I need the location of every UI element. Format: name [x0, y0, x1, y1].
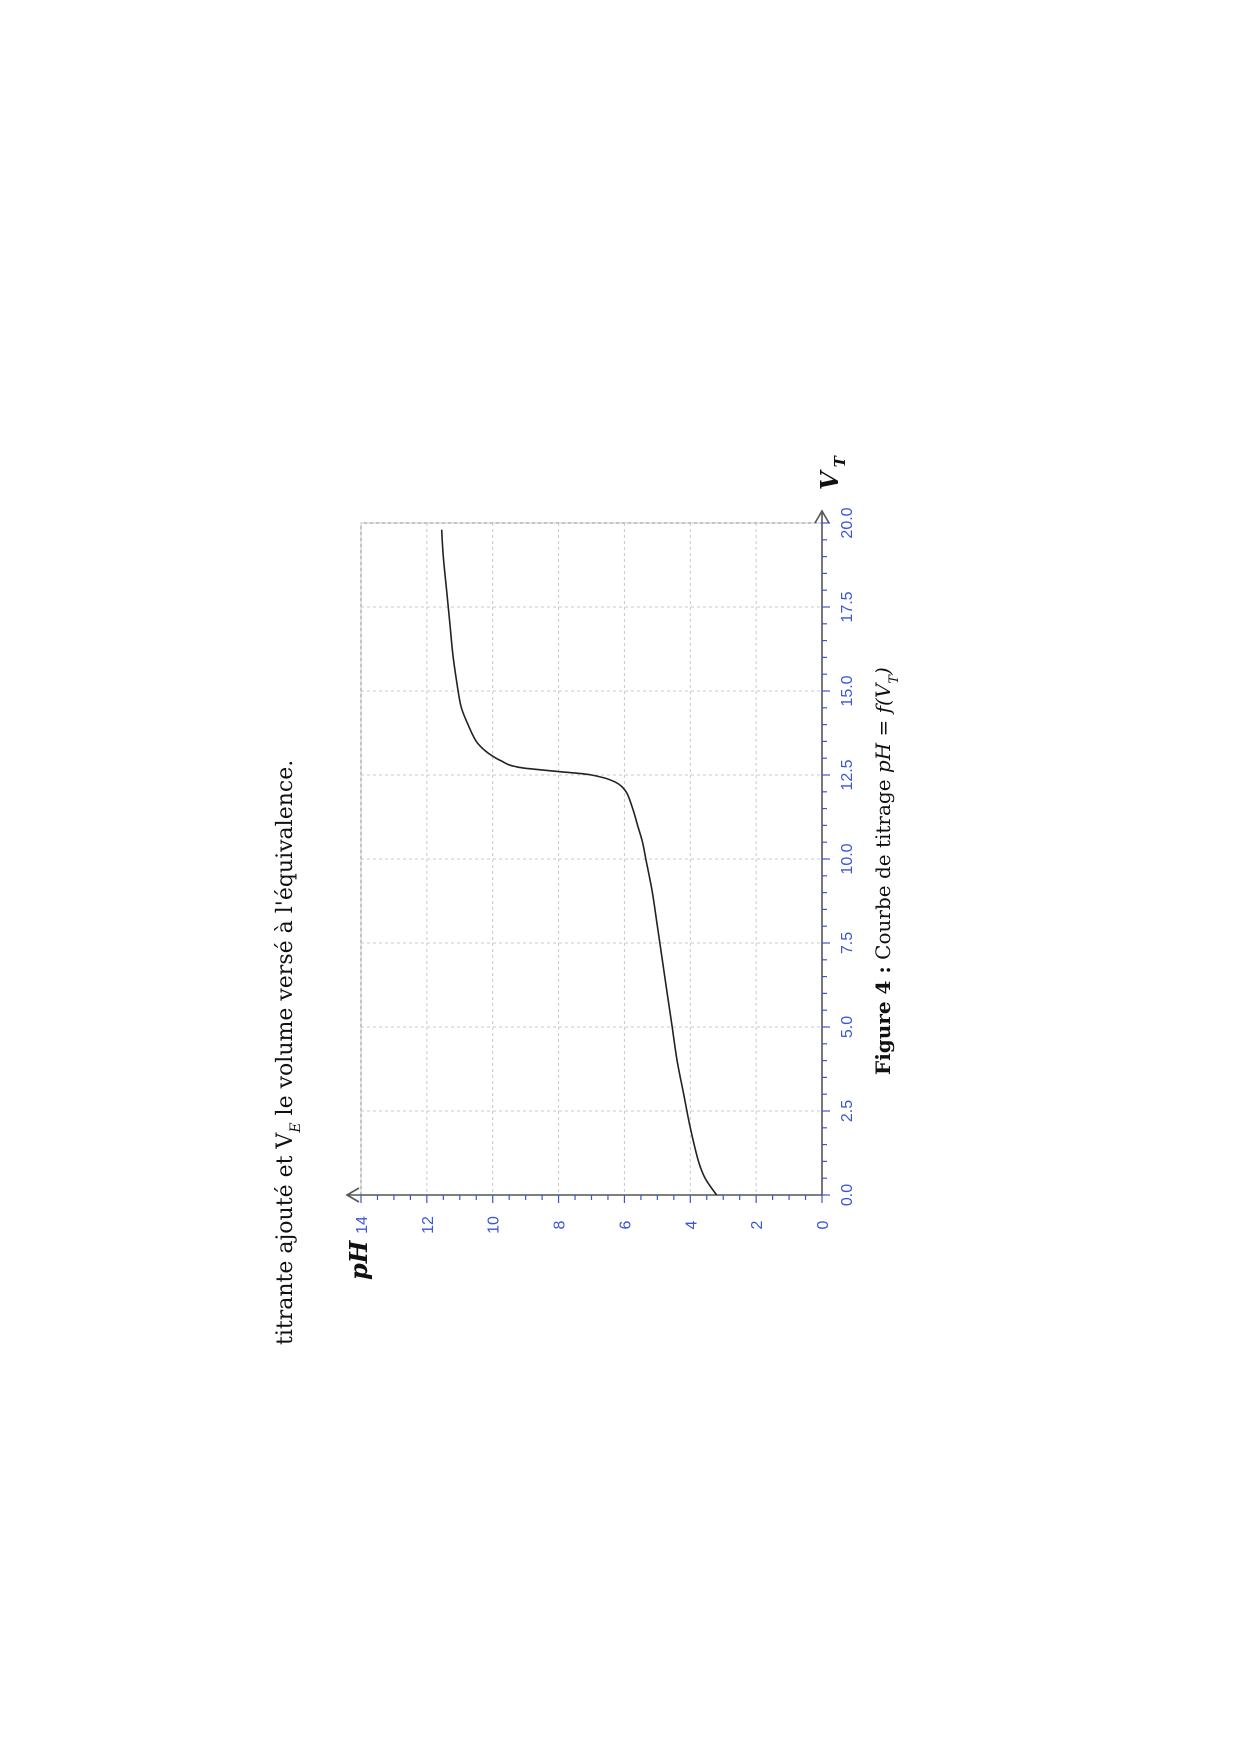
- tick-marks: [360, 522, 830, 1203]
- titration-curve-line: [440, 529, 718, 1196]
- x-tick-label: 12.5: [839, 759, 856, 790]
- y-tick-label: 6: [617, 1220, 634, 1229]
- intro-text: titrante ajouté et VE le volume versé à …: [273, 760, 304, 1345]
- x-tick-label: 7.5: [839, 932, 856, 954]
- y-tick-label: 10: [486, 1216, 503, 1234]
- y-tick-label: 12: [420, 1216, 437, 1234]
- y-tick-label-group: 8: [552, 1220, 569, 1229]
- y-tick-label-group: 14: [354, 1216, 371, 1234]
- x-tick-label: 15.0: [839, 675, 856, 706]
- y-tick-label: 8: [552, 1220, 569, 1229]
- y-tick-label: 14: [354, 1216, 371, 1234]
- x-tick-label: 20.0: [839, 507, 856, 538]
- y-tick-label-group: 4: [683, 1220, 700, 1229]
- y-axis-title: pH: [344, 1239, 373, 1280]
- y-tick-label-group: 10: [486, 1216, 503, 1234]
- y-tick-label-group: 2: [749, 1220, 766, 1229]
- x-axis-title: VT: [815, 454, 849, 490]
- figure-caption: Figure 4 : Courbe de titrage pH = f(VT): [871, 667, 902, 1075]
- titration-chart: 0.0 2.5 5.0 7.5 10.0 12.5 15.0 17.5 20.0 0 2 4 6 8 10 1…: [345, 507, 856, 1234]
- x-tick-label: 17.5: [839, 591, 856, 622]
- y-axis-arrow: [345, 1187, 360, 1203]
- x-tick-label-group: 0.0: [839, 1184, 856, 1206]
- x-tick-label: 10.0: [839, 843, 856, 874]
- x-tick-label: 2.5: [839, 1100, 856, 1122]
- y-tick-label-group: 12: [420, 1216, 437, 1234]
- x-tick-label-group: 10.0: [839, 843, 856, 874]
- y-tick-label: 2: [749, 1220, 766, 1229]
- x-tick-label-group: 7.5: [839, 932, 856, 954]
- axes: [345, 509, 830, 1203]
- x-tick-label-group: 20.0: [839, 507, 856, 538]
- x-tick-label-group: 5.0: [839, 1016, 856, 1038]
- x-tick-label-group: 17.5: [839, 591, 856, 622]
- x-axis-arrow: [814, 509, 830, 524]
- x-tick-label: 0.0: [839, 1184, 856, 1206]
- y-tick-label: 4: [683, 1220, 700, 1229]
- x-tick-label-group: 2.5: [839, 1100, 856, 1122]
- y-tick-label-group: 0: [815, 1220, 832, 1229]
- x-tick-label: 5.0: [839, 1016, 856, 1038]
- grid: [360, 522, 823, 1196]
- y-tick-label-group: 6: [617, 1220, 634, 1229]
- x-tick-label-group: 15.0: [839, 675, 856, 706]
- tick-labels: 0.0 2.5 5.0 7.5 10.0 12.5 15.0 17.5 20.0 0 2 4 6 8 10 1…: [354, 507, 856, 1234]
- x-tick-label-group: 12.5: [839, 759, 856, 790]
- y-tick-label: 0: [815, 1220, 832, 1229]
